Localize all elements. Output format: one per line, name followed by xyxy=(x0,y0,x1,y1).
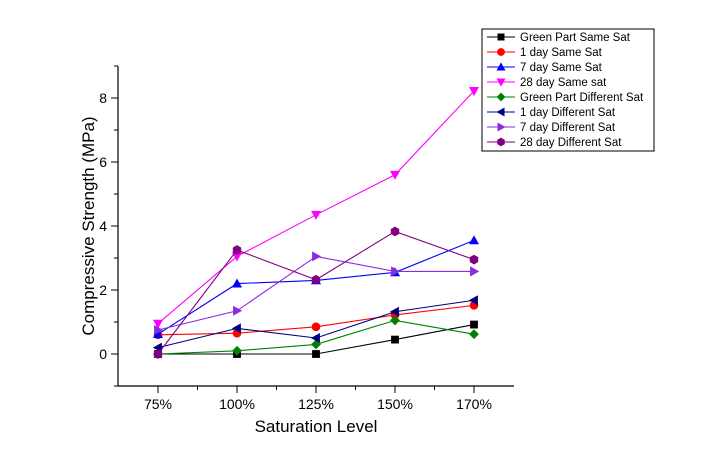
x-tick-label: 150% xyxy=(377,396,413,412)
legend: Green Part Same Sat 1 day Same Sat 7 day S… xyxy=(481,28,655,152)
legend-item: Green Part Same Sat xyxy=(487,32,631,44)
legend-item: 1 day Different Sat xyxy=(487,107,616,119)
legend-marker xyxy=(497,137,505,147)
series-3 xyxy=(152,87,480,329)
legend-marker xyxy=(497,48,505,56)
x-tick-label: 125% xyxy=(298,396,334,412)
series-6 xyxy=(154,251,480,336)
legend-label: 28 day Different Sat xyxy=(520,137,622,149)
data-point xyxy=(233,305,243,316)
data-point xyxy=(470,266,480,277)
y-tick-label: 8 xyxy=(99,90,107,106)
data-point xyxy=(391,335,399,344)
data-point xyxy=(232,245,242,255)
data-point xyxy=(152,319,164,329)
legend-marker xyxy=(496,62,506,71)
x-axis-title: Saturation Level xyxy=(255,417,378,436)
data-point xyxy=(312,251,322,262)
data-point xyxy=(389,170,401,180)
data-point xyxy=(389,306,399,317)
data-point xyxy=(231,323,241,334)
legend-label: 7 day Same Sat xyxy=(520,62,603,74)
x-tick-label: 170% xyxy=(456,396,492,412)
legend-item: 28 day Different Sat xyxy=(487,137,622,149)
data-point xyxy=(468,235,480,245)
legend-label: 7 day Different Sat xyxy=(520,122,616,134)
data-point xyxy=(231,278,243,288)
x-tick-label: 75% xyxy=(144,396,172,412)
x-ticks: 75% 100% 125% 150% 170% xyxy=(144,386,492,412)
legend-item: Green Part Different Sat xyxy=(487,92,644,104)
legend-marker xyxy=(496,92,506,102)
legend-label: 28 day Same sat xyxy=(520,77,607,89)
legend-label: 1 day Different Sat xyxy=(520,107,616,119)
legend-label: 1 day Same Sat xyxy=(520,47,603,59)
data-point xyxy=(153,349,163,359)
legend-item: 7 day Different Sat xyxy=(487,122,616,134)
series-5 xyxy=(152,295,478,353)
data-point xyxy=(470,320,478,329)
y-tick-label: 2 xyxy=(99,282,107,298)
data-point xyxy=(232,345,242,356)
legend-item: 7 day Same Sat xyxy=(487,62,603,74)
legend-marker xyxy=(496,78,506,87)
data-point xyxy=(154,324,164,336)
series-7 xyxy=(153,226,479,359)
data-point xyxy=(390,226,400,237)
data-point xyxy=(311,274,321,285)
legend-item: 28 day Same sat xyxy=(487,77,607,89)
data-point xyxy=(469,254,479,265)
data-point xyxy=(312,350,320,358)
data-point xyxy=(468,295,478,306)
data-point xyxy=(391,266,401,277)
legend-box xyxy=(481,28,655,152)
data-point xyxy=(468,87,480,97)
legend-marker xyxy=(496,107,505,117)
legend-marker xyxy=(497,122,506,132)
series-line xyxy=(157,255,474,331)
data-point xyxy=(310,210,322,220)
y-tick-label: 4 xyxy=(99,218,107,234)
legend-label: Green Part Same Sat xyxy=(520,32,631,44)
x-tick-label: 100% xyxy=(219,396,255,412)
series-line xyxy=(157,90,475,325)
legend-label: Green Part Different Sat xyxy=(520,92,644,104)
legend-marker xyxy=(497,33,505,41)
y-tick-label: 0 xyxy=(99,346,107,362)
series-4 xyxy=(153,315,479,359)
y-axis-title: Compressive Strength (MPa) xyxy=(79,116,98,335)
data-point xyxy=(390,315,400,326)
data-point xyxy=(469,329,479,340)
data-point xyxy=(310,332,320,344)
y-ticks: 0 2 4 6 8 xyxy=(99,65,118,387)
series-group xyxy=(152,87,480,359)
data-point xyxy=(311,322,321,332)
y-tick-label: 6 xyxy=(99,154,107,170)
data-point xyxy=(311,339,321,350)
legend-item: 1 day Same Sat xyxy=(487,47,603,59)
